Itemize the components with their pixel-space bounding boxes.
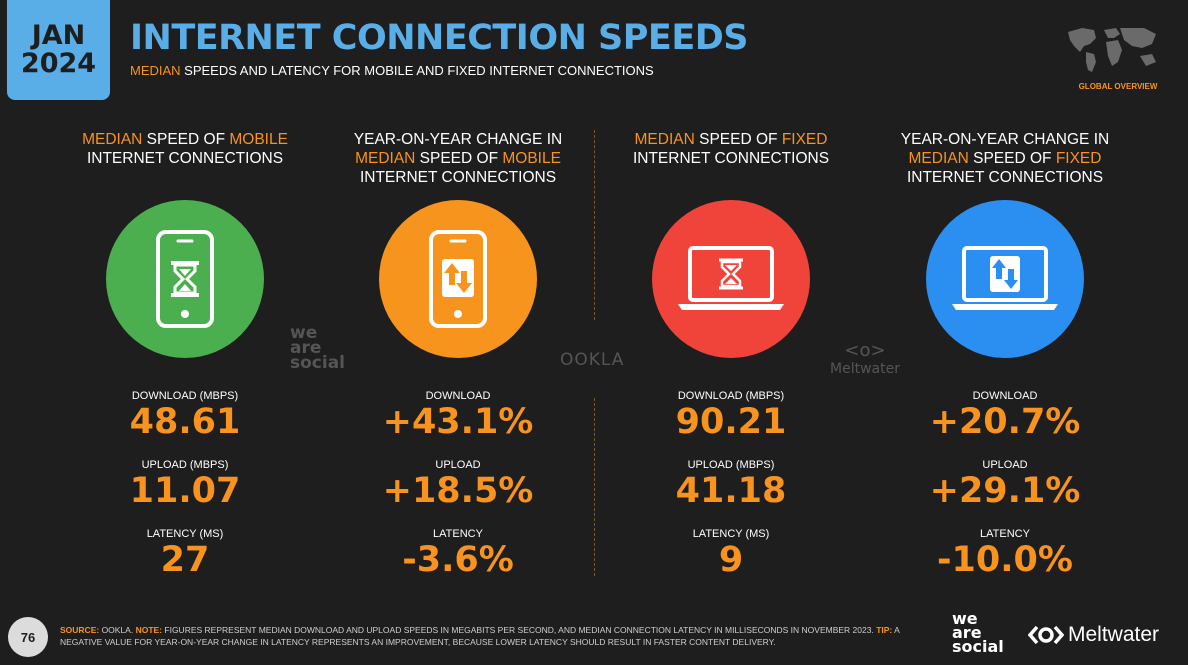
heading-part: FIXED: [1055, 150, 1102, 167]
meltwater-watermark: <o> Meltwater: [830, 340, 900, 377]
metric-value: 9: [718, 540, 744, 580]
metric-value: +43.1%: [382, 402, 534, 442]
heading-part: INTERNET CONNECTIONS: [906, 169, 1104, 186]
metric-label: DOWNLOAD: [972, 390, 1038, 402]
subtitle-highlight: MEDIAN: [130, 63, 181, 78]
metric-label: DOWNLOAD: [425, 390, 491, 402]
heading-part: YEAR-ON-YEAR CHANGE IN: [900, 131, 1110, 148]
column-heading: YEAR-ON-YEAR CHANGE IN MEDIAN SPEED OF F…: [880, 130, 1130, 190]
heading-part: YEAR-ON-YEAR CHANGE IN: [353, 131, 563, 148]
metric-label: DOWNLOAD (MBPS): [131, 390, 239, 402]
watermark-line: we: [290, 323, 318, 343]
note-label: NOTE:: [135, 625, 163, 635]
metric-value: +20.7%: [929, 402, 1081, 442]
meltwater-logo: Meltwater: [1028, 623, 1159, 647]
heading-part: FIXED: [781, 131, 828, 148]
logo-line: are: [952, 623, 982, 642]
laptop-arrows-icon: [926, 200, 1084, 358]
heading-part: SPEED OF: [142, 131, 230, 148]
tip-label: TIP:: [876, 625, 893, 635]
phone-hourglass-icon: [106, 200, 264, 358]
wearesocial-logo: we are social: [952, 609, 1004, 656]
metric-label: LATENCY: [433, 528, 483, 540]
page-subtitle: MEDIAN SPEEDS AND LATENCY FOR MOBILE AND…: [130, 63, 654, 78]
column-divider: [594, 398, 595, 576]
meltwater-symbol-icon: [1028, 625, 1064, 645]
laptop-hourglass-icon: [652, 200, 810, 358]
metric-value: 90.21: [675, 402, 787, 442]
metric-label: UPLOAD: [982, 459, 1028, 471]
heading-part: SPEED OF: [415, 150, 503, 167]
metric-value: 41.18: [675, 471, 787, 511]
column-heading: MEDIAN SPEED OF FIXED INTERNET CONNECTIO…: [606, 130, 856, 190]
logo-line: social: [952, 637, 1004, 656]
subtitle-rest: SPEEDS AND LATENCY FOR MOBILE AND FIXED …: [180, 63, 654, 78]
column-divider: [594, 130, 595, 320]
metric-value: -10.0%: [937, 540, 1073, 580]
metric-value: +18.5%: [382, 471, 534, 511]
page-title: INTERNET CONNECTION SPEEDS: [130, 18, 749, 58]
source-text: OOKLA.: [99, 625, 136, 635]
metric-label: UPLOAD (MBPS): [141, 459, 229, 471]
heading-part: MOBILE: [502, 150, 561, 167]
heading-part: MEDIAN: [82, 131, 143, 148]
ookla-watermark: OOKLA: [560, 350, 625, 370]
heading-part: MEDIAN: [908, 150, 969, 167]
column-heading: YEAR-ON-YEAR CHANGE IN MEDIAN SPEED OF M…: [333, 130, 583, 190]
section-label: GLOBAL OVERVIEW: [1078, 82, 1158, 91]
heading-part: SPEED OF: [694, 131, 782, 148]
watermark-line: social: [290, 353, 346, 373]
phone-arrows-icon: [379, 200, 537, 358]
metric-value: 11.07: [129, 471, 241, 511]
column-fixed-speed: MEDIAN SPEED OF FIXED INTERNET CONNECTIO…: [606, 130, 856, 580]
meltwater-symbol-icon: <o>: [844, 340, 886, 361]
heading-part: INTERNET CONNECTIONS: [632, 150, 830, 167]
date-month: JAN: [31, 20, 86, 51]
footnote: SOURCE: OOKLA. NOTE: FIGURES REPRESENT M…: [60, 624, 930, 648]
note-text: FIGURES REPRESENT MEDIAN DOWNLOAD AND UP…: [162, 625, 877, 635]
logo-line: we: [952, 609, 978, 628]
world-map-icon: [1068, 28, 1156, 72]
heading-part: SPEED OF: [968, 150, 1056, 167]
date-badge: JAN 2024: [7, 0, 110, 100]
wearesocial-watermark: we are social: [290, 323, 346, 373]
page-number: 76: [8, 617, 48, 657]
metric-label: LATENCY (MS): [146, 528, 224, 540]
tip-text: A NEGATIVE VALUE FOR YEAR-ON-YEAR CHANGE…: [60, 625, 900, 647]
watermark-text: Meltwater: [830, 361, 900, 377]
heading-part: MOBILE: [229, 131, 288, 148]
column-fixed-change: YEAR-ON-YEAR CHANGE IN MEDIAN SPEED OF F…: [880, 130, 1130, 580]
metric-value: 48.61: [129, 402, 241, 442]
column-heading: MEDIAN SPEED OF MOBILE INTERNET CONNECTI…: [60, 130, 310, 190]
metric-label: UPLOAD (MBPS): [687, 459, 775, 471]
metric-value: +29.1%: [929, 471, 1081, 511]
heading-part: INTERNET CONNECTIONS: [359, 169, 557, 186]
column-mobile-speed: MEDIAN SPEED OF MOBILE INTERNET CONNECTI…: [60, 130, 310, 580]
watermark-line: are: [290, 338, 322, 358]
heading-part: MEDIAN: [634, 131, 695, 148]
metric-value: -3.6%: [402, 540, 514, 580]
metric-label: LATENCY (MS): [692, 528, 770, 540]
metric-value: 27: [160, 540, 210, 580]
date-year: 2024: [20, 48, 97, 79]
heading-part: INTERNET CONNECTIONS: [86, 150, 284, 167]
column-mobile-change: YEAR-ON-YEAR CHANGE IN MEDIAN SPEED OF M…: [333, 130, 583, 580]
heading-part: MEDIAN: [355, 150, 416, 167]
metric-label: UPLOAD: [435, 459, 481, 471]
metric-label: DOWNLOAD (MBPS): [677, 390, 785, 402]
metric-label: LATENCY: [980, 528, 1030, 540]
source-label: SOURCE:: [60, 625, 100, 635]
meltwater-logo-text: Meltwater: [1068, 623, 1160, 646]
